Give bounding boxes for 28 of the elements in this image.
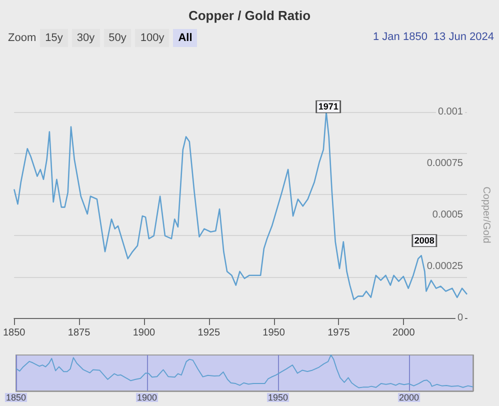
y-tick-label: 0.001 — [438, 106, 464, 118]
text: All — [173, 29, 198, 47]
text: 50y — [104, 29, 132, 47]
x-tick-label: 1900 — [137, 392, 158, 402]
text: 100y — [135, 29, 170, 47]
y-tick-label: 0.00025 — [426, 261, 464, 272]
x-tick-label: 1875 — [68, 328, 91, 338]
text: 1 Jan 1850 — [373, 31, 428, 43]
annotation: 1971 — [318, 102, 338, 112]
text: 13 Jun 2024 — [433, 31, 494, 43]
text: 30y — [72, 29, 100, 47]
x-tick-label: 1975 — [328, 328, 350, 338]
x-tick-label: 1950 — [262, 328, 286, 338]
x-tick-label: 1850 — [6, 392, 26, 402]
x-tick-label: 1900 — [132, 328, 156, 338]
x-tick-label: 1925 — [198, 328, 220, 338]
x-tick-label: 2000 — [392, 328, 416, 338]
y-tick-label: 0.00075 — [426, 158, 464, 169]
y-tick-label: 0 — [457, 312, 464, 324]
y-tick-label: 0.0005 — [432, 210, 464, 220]
text: Zoom — [8, 32, 36, 44]
text: 15y — [40, 29, 68, 47]
y-axis-title: Copper/Gold — [480, 186, 492, 244]
x-tick-label: 1850 — [3, 328, 26, 338]
x-tick-label: 1950 — [268, 392, 288, 402]
annotation: 2008 — [414, 236, 434, 246]
chart-title: Copper / Gold Ratio — [188, 8, 311, 23]
x-tick-label: 2000 — [399, 392, 420, 402]
